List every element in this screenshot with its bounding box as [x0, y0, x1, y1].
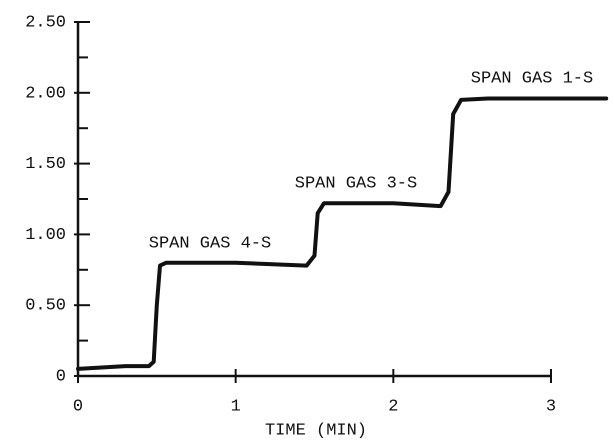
annotation: SPAN GAS 4-S: [149, 234, 271, 253]
y-tick-label: 2.50: [25, 13, 66, 32]
x-tick-label: 3: [546, 397, 556, 416]
y-tick-label: 0.50: [25, 297, 66, 316]
x-tick-label: 2: [388, 397, 398, 416]
x-axis-label: TIME (MIN): [265, 421, 367, 440]
x-tick-label: 1: [231, 397, 241, 416]
y-tick-label: 2.00: [25, 84, 66, 103]
x-tick-label: 0: [73, 397, 83, 416]
y-tick-label: 1.00: [25, 226, 66, 245]
y-tick-label: 0: [56, 367, 66, 386]
y-tick-label: 1.50: [25, 155, 66, 174]
data-line: [76, 96, 609, 371]
annotation: SPAN GAS 1-S: [471, 69, 593, 88]
annotation: SPAN GAS 3-S: [295, 174, 417, 193]
